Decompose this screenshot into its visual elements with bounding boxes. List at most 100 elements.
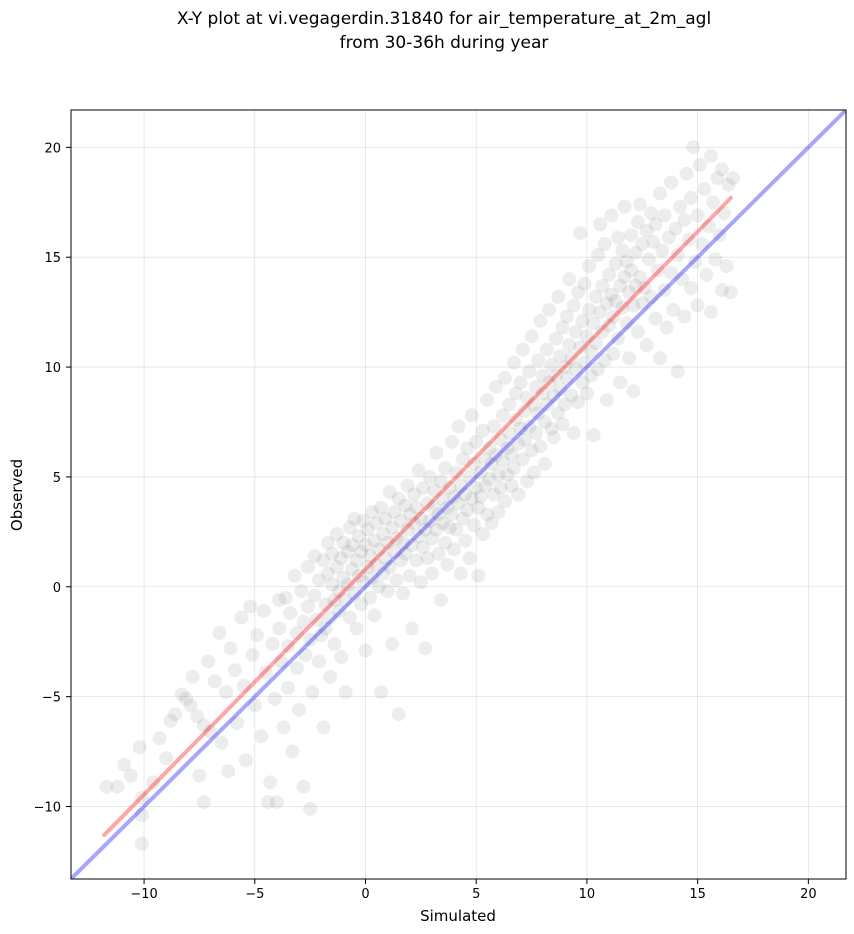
data-point bbox=[447, 489, 462, 504]
data-point bbox=[628, 245, 643, 260]
data-point bbox=[267, 691, 282, 706]
data-point bbox=[617, 199, 632, 214]
data-point bbox=[531, 406, 546, 421]
data-point bbox=[422, 469, 437, 484]
data-point bbox=[132, 740, 147, 755]
data-point bbox=[710, 171, 725, 186]
data-point bbox=[289, 625, 304, 640]
data-point bbox=[491, 505, 506, 520]
data-point bbox=[340, 544, 355, 559]
data-point bbox=[513, 375, 528, 390]
data-point bbox=[469, 480, 484, 495]
data-point bbox=[343, 610, 357, 625]
data-point bbox=[622, 351, 636, 366]
data-point bbox=[579, 329, 594, 344]
data-point bbox=[604, 208, 619, 223]
data-point bbox=[568, 324, 583, 339]
data-point bbox=[458, 487, 473, 502]
data-point bbox=[593, 305, 608, 320]
data-point bbox=[261, 795, 276, 810]
data-point bbox=[717, 206, 732, 221]
x-tick-label: −5 bbox=[245, 887, 264, 902]
data-point bbox=[524, 329, 539, 344]
data-point bbox=[323, 669, 338, 684]
data-point bbox=[604, 287, 619, 302]
data-point bbox=[455, 452, 470, 467]
data-point bbox=[296, 614, 311, 629]
data-point bbox=[502, 425, 517, 440]
data-point bbox=[371, 542, 386, 557]
data-point bbox=[484, 516, 499, 531]
data-point bbox=[661, 230, 676, 245]
data-point bbox=[484, 456, 499, 471]
data-point bbox=[504, 478, 519, 493]
data-point bbox=[535, 368, 550, 383]
data-point bbox=[681, 232, 696, 247]
data-point bbox=[677, 309, 692, 324]
data-point bbox=[444, 507, 459, 522]
data-point bbox=[664, 175, 679, 190]
data-point bbox=[699, 267, 714, 282]
data-point bbox=[451, 496, 466, 511]
data-point bbox=[482, 472, 497, 487]
data-point bbox=[584, 368, 599, 383]
data-point bbox=[272, 621, 287, 636]
data-point bbox=[320, 566, 335, 581]
data-point bbox=[247, 698, 262, 713]
data-point bbox=[331, 603, 346, 618]
data-point bbox=[657, 283, 672, 298]
data-point bbox=[289, 661, 304, 676]
data-point bbox=[396, 535, 411, 550]
data-point bbox=[491, 467, 506, 482]
data-point bbox=[418, 641, 433, 656]
data-point bbox=[420, 496, 435, 511]
data-point bbox=[338, 592, 353, 607]
data-point bbox=[478, 452, 493, 467]
data-point bbox=[367, 608, 382, 623]
data-point bbox=[615, 300, 630, 315]
data-point bbox=[537, 414, 552, 429]
data-point bbox=[546, 388, 561, 403]
data-point bbox=[329, 527, 344, 542]
data-point bbox=[212, 625, 227, 640]
data-point bbox=[360, 522, 375, 537]
data-point bbox=[309, 612, 324, 627]
data-point bbox=[174, 687, 189, 702]
data-point bbox=[602, 318, 617, 333]
data-point bbox=[123, 768, 138, 783]
data-point bbox=[555, 417, 570, 432]
data-point bbox=[409, 553, 424, 568]
data-point bbox=[362, 549, 377, 564]
x-tick-label: 5 bbox=[472, 887, 480, 902]
data-point bbox=[553, 349, 568, 364]
data-point bbox=[433, 592, 448, 607]
data-point bbox=[644, 289, 659, 304]
data-point bbox=[715, 162, 729, 177]
data-point bbox=[318, 621, 333, 636]
data-point bbox=[331, 584, 346, 599]
data-point bbox=[668, 221, 683, 236]
data-point bbox=[455, 511, 470, 526]
data-point bbox=[610, 331, 625, 346]
data-point bbox=[542, 375, 557, 390]
data-point bbox=[478, 478, 493, 493]
data-point bbox=[203, 724, 218, 739]
data-point bbox=[506, 461, 521, 476]
data-point bbox=[726, 171, 741, 186]
data-point bbox=[500, 467, 515, 482]
data-point bbox=[396, 586, 411, 601]
data-point bbox=[336, 570, 351, 585]
data-point bbox=[495, 454, 510, 469]
data-point bbox=[602, 267, 617, 282]
data-point bbox=[535, 386, 550, 401]
data-point bbox=[526, 465, 541, 480]
data-point bbox=[287, 568, 302, 583]
data-point bbox=[548, 368, 563, 383]
data-point bbox=[502, 397, 517, 412]
data-point bbox=[703, 305, 718, 320]
data-point bbox=[159, 751, 174, 766]
data-point bbox=[349, 553, 364, 568]
data-point bbox=[416, 540, 431, 555]
data-point bbox=[571, 395, 586, 410]
data-point bbox=[422, 513, 437, 528]
